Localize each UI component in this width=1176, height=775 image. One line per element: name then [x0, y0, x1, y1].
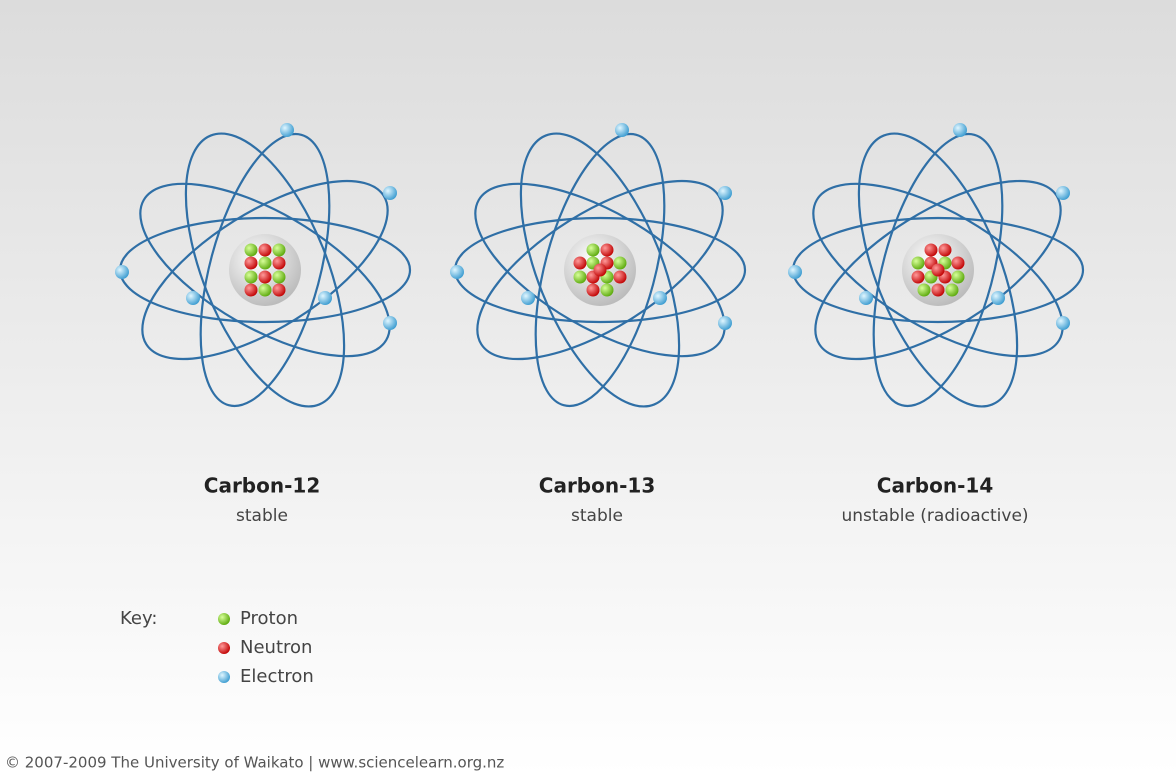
- neutron: [939, 244, 952, 257]
- electron: [115, 265, 129, 279]
- atom-stability: stable: [571, 506, 623, 526]
- neutron: [273, 284, 286, 297]
- proton: [601, 284, 614, 297]
- electron: [280, 123, 294, 137]
- neutron: [614, 271, 627, 284]
- proton: [273, 244, 286, 257]
- electron: [318, 291, 332, 305]
- proton: [245, 244, 258, 257]
- proton: [614, 257, 627, 270]
- electron-icon: [218, 671, 230, 683]
- proton: [259, 284, 272, 297]
- neutron: [932, 264, 945, 277]
- neutron: [601, 244, 614, 257]
- proton: [587, 244, 600, 257]
- atom-name: Carbon-14: [877, 474, 993, 498]
- proton: [273, 271, 286, 284]
- neutron: [932, 284, 945, 297]
- proton: [245, 271, 258, 284]
- proton-icon: [218, 613, 230, 625]
- proton: [918, 284, 931, 297]
- atom-name: Carbon-13: [539, 474, 655, 498]
- electron: [383, 316, 397, 330]
- diagram: Carbon-12 stable Carbon-13 stable Carbon-14 u…: [0, 0, 1176, 775]
- electron: [450, 265, 464, 279]
- neutron: [259, 271, 272, 284]
- proton: [946, 284, 959, 297]
- page: Carbon-12 stable Carbon-13 stable Carbon-14 u…: [0, 0, 1176, 775]
- proton: [259, 257, 272, 270]
- neutron: [594, 264, 607, 277]
- proton: [574, 271, 587, 284]
- electron: [615, 123, 629, 137]
- key-item: Neutron: [240, 637, 312, 658]
- electron: [521, 291, 535, 305]
- neutron: [259, 244, 272, 257]
- atom-name: Carbon-12: [204, 474, 320, 498]
- electron: [1056, 186, 1070, 200]
- electron: [1056, 316, 1070, 330]
- neutron: [952, 257, 965, 270]
- background: [0, 0, 1176, 775]
- electron: [186, 291, 200, 305]
- proton: [952, 271, 965, 284]
- neutron: [587, 284, 600, 297]
- neutron: [925, 244, 938, 257]
- neutron: [273, 257, 286, 270]
- electron: [383, 186, 397, 200]
- electron: [788, 265, 802, 279]
- electron: [718, 186, 732, 200]
- electron: [953, 123, 967, 137]
- key-label: Key:: [120, 608, 157, 629]
- electron: [991, 291, 1005, 305]
- electron: [653, 291, 667, 305]
- electron: [859, 291, 873, 305]
- neutron: [912, 271, 925, 284]
- electron: [718, 316, 732, 330]
- neutron: [245, 284, 258, 297]
- footer: © 2007-2009 The University of Waikato | …: [5, 754, 504, 772]
- key-item: Electron: [240, 666, 314, 687]
- atom-stability: unstable (radioactive): [841, 506, 1028, 526]
- key-item: Proton: [240, 608, 298, 629]
- neutron-icon: [218, 642, 230, 654]
- neutron: [245, 257, 258, 270]
- neutron: [574, 257, 587, 270]
- proton: [912, 257, 925, 270]
- atom-stability: stable: [236, 506, 288, 526]
